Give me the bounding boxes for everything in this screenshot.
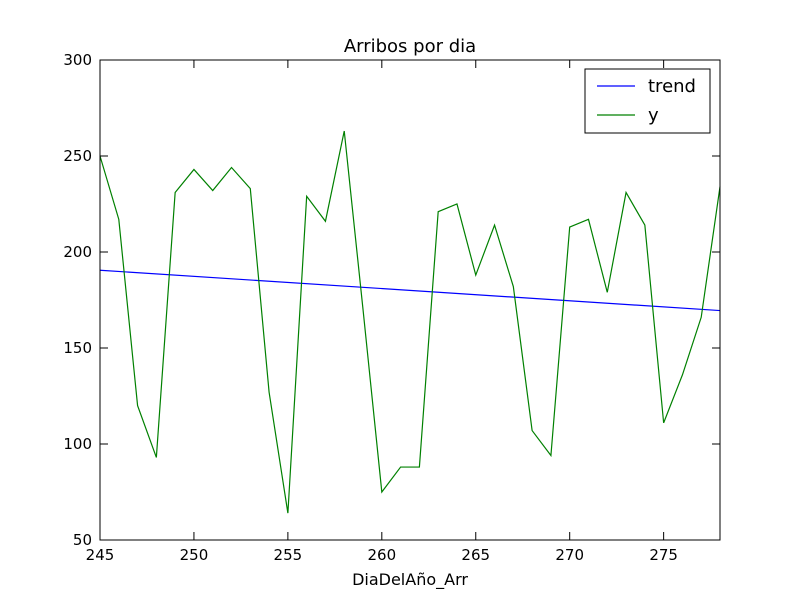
y-tick-label: 300: [63, 51, 92, 69]
y-tick-label: 50: [73, 531, 92, 549]
x-tick-label: 265: [461, 546, 490, 564]
x-tick-label: 260: [367, 546, 396, 564]
x-tick-label: 255: [274, 546, 303, 564]
x-tick-label: 245: [86, 546, 115, 564]
x-tick-label: 275: [649, 546, 678, 564]
y-tick-label: 250: [63, 147, 92, 165]
series-line-trend: [99, 269, 721, 312]
legend-label-trend: trend: [648, 76, 696, 97]
ticks-layer: 245 250 255 260 265 270 275 50 100 150 200 250 300: [63, 51, 720, 564]
chart-title: Arribos por dia: [344, 36, 476, 57]
legend-label-y: y: [648, 105, 659, 126]
y-tick-label: 150: [63, 339, 92, 357]
y-tick-label: 200: [63, 243, 92, 261]
series-layer: [99, 130, 721, 514]
series-line-y: [99, 130, 721, 514]
legend-box: [584, 68, 711, 134]
x-tick-label: 270: [555, 546, 584, 564]
legend: trend y: [584, 68, 711, 134]
x-axis-label: DiaDelAño_Arr: [352, 570, 468, 590]
y-tick-label: 100: [63, 435, 92, 453]
x-tick-label: 250: [180, 546, 209, 564]
plot-frame: [99, 59, 721, 541]
